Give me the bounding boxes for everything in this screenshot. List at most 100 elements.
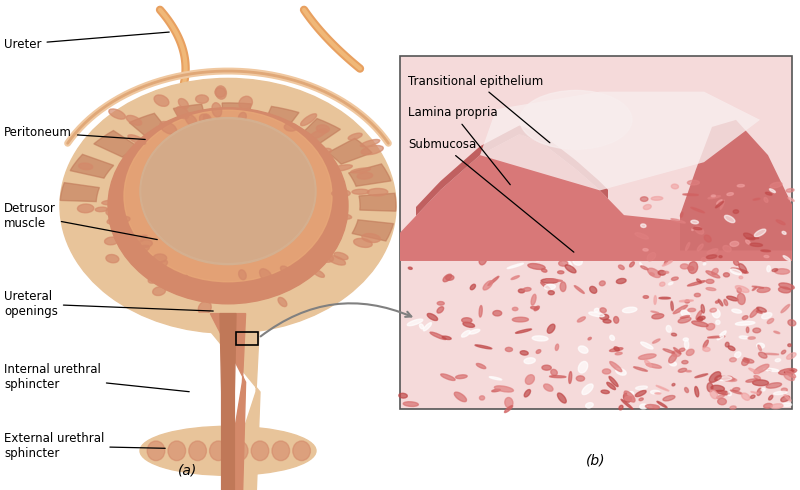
Ellipse shape (781, 396, 790, 402)
Ellipse shape (550, 376, 566, 378)
Ellipse shape (784, 373, 794, 381)
Wedge shape (94, 130, 138, 157)
Ellipse shape (488, 276, 499, 286)
Ellipse shape (313, 270, 325, 277)
Ellipse shape (641, 224, 646, 227)
Ellipse shape (619, 405, 623, 410)
Ellipse shape (746, 238, 759, 239)
Ellipse shape (666, 325, 671, 332)
Ellipse shape (757, 288, 770, 293)
Ellipse shape (742, 359, 754, 363)
Ellipse shape (610, 362, 622, 372)
Ellipse shape (520, 91, 632, 149)
Polygon shape (680, 120, 792, 250)
Ellipse shape (717, 200, 722, 204)
Ellipse shape (532, 336, 548, 341)
Ellipse shape (716, 391, 730, 394)
Ellipse shape (238, 270, 246, 280)
Ellipse shape (723, 245, 731, 252)
Ellipse shape (186, 114, 197, 126)
Ellipse shape (578, 317, 586, 322)
Ellipse shape (106, 208, 119, 216)
Ellipse shape (688, 308, 696, 312)
Ellipse shape (512, 307, 518, 311)
Ellipse shape (768, 369, 771, 371)
Ellipse shape (635, 386, 647, 390)
Ellipse shape (618, 265, 624, 270)
Ellipse shape (461, 250, 467, 255)
Ellipse shape (403, 402, 418, 406)
Ellipse shape (105, 237, 118, 245)
Bar (236, 332, 258, 345)
Ellipse shape (749, 368, 759, 374)
Ellipse shape (674, 347, 681, 354)
Ellipse shape (678, 317, 691, 323)
Ellipse shape (641, 266, 648, 270)
Ellipse shape (615, 352, 622, 355)
FancyBboxPatch shape (400, 56, 792, 409)
Ellipse shape (625, 396, 634, 401)
Ellipse shape (475, 345, 492, 349)
Ellipse shape (711, 195, 715, 197)
Ellipse shape (718, 376, 732, 381)
Ellipse shape (361, 140, 380, 147)
Ellipse shape (479, 396, 485, 400)
Ellipse shape (610, 335, 614, 341)
Ellipse shape (621, 399, 633, 409)
Ellipse shape (752, 287, 757, 291)
Ellipse shape (272, 441, 290, 461)
Ellipse shape (531, 294, 536, 305)
Ellipse shape (763, 368, 779, 371)
Ellipse shape (316, 125, 330, 133)
Ellipse shape (687, 281, 705, 286)
Ellipse shape (479, 254, 487, 265)
Ellipse shape (178, 98, 189, 109)
Ellipse shape (609, 376, 618, 387)
Ellipse shape (212, 103, 222, 117)
Ellipse shape (215, 86, 226, 99)
Ellipse shape (670, 362, 677, 366)
Ellipse shape (154, 95, 169, 106)
Ellipse shape (555, 344, 558, 350)
Ellipse shape (546, 279, 562, 281)
Ellipse shape (603, 319, 611, 323)
Polygon shape (196, 314, 260, 490)
Ellipse shape (717, 395, 724, 398)
Ellipse shape (140, 118, 316, 265)
Ellipse shape (718, 398, 726, 405)
Wedge shape (60, 183, 99, 201)
Ellipse shape (124, 110, 332, 282)
Ellipse shape (782, 350, 786, 354)
Ellipse shape (685, 248, 690, 255)
Ellipse shape (715, 301, 718, 303)
Ellipse shape (320, 148, 331, 154)
Ellipse shape (176, 107, 189, 119)
Ellipse shape (60, 78, 396, 333)
Ellipse shape (753, 198, 760, 200)
Ellipse shape (688, 262, 698, 273)
Ellipse shape (774, 331, 780, 334)
Ellipse shape (427, 314, 438, 320)
Ellipse shape (707, 249, 718, 254)
Ellipse shape (352, 189, 369, 194)
Ellipse shape (753, 380, 769, 386)
Ellipse shape (710, 372, 721, 382)
Ellipse shape (232, 289, 242, 302)
Ellipse shape (723, 273, 730, 277)
Ellipse shape (646, 364, 662, 368)
Ellipse shape (198, 301, 211, 315)
Ellipse shape (710, 308, 717, 312)
Ellipse shape (719, 376, 735, 380)
Ellipse shape (752, 286, 764, 288)
Ellipse shape (715, 201, 723, 208)
Ellipse shape (623, 393, 631, 402)
Ellipse shape (586, 403, 594, 408)
Ellipse shape (770, 189, 775, 193)
Ellipse shape (640, 263, 643, 268)
Ellipse shape (524, 358, 535, 364)
Ellipse shape (744, 358, 750, 361)
Ellipse shape (693, 227, 702, 230)
Ellipse shape (327, 255, 346, 265)
Text: Ureteral
openings: Ureteral openings (4, 290, 214, 318)
Ellipse shape (650, 391, 660, 394)
